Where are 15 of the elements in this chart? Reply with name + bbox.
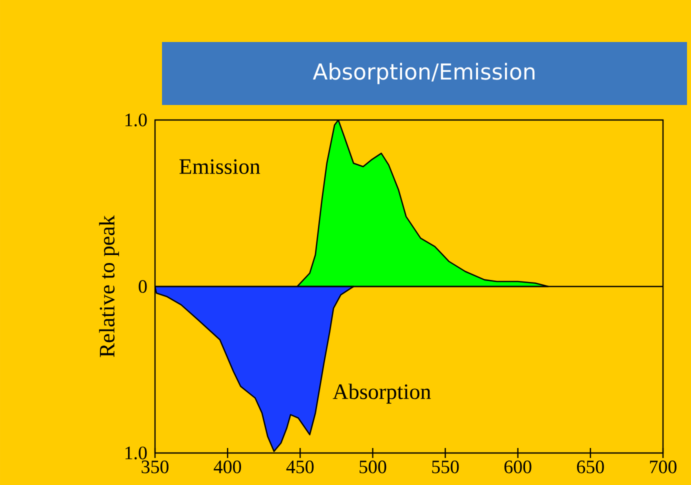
x-tick-label: 400 xyxy=(214,460,242,474)
chart-title: Absorption/Emission xyxy=(312,62,534,84)
series-label: Absorption xyxy=(332,384,431,404)
text: Emission xyxy=(179,159,260,174)
y-tick-label: 1.0 xyxy=(125,446,147,460)
x-tick-label: 600 xyxy=(504,460,532,474)
x-tick-label: 650 xyxy=(577,460,604,474)
x-tick-label: 450 xyxy=(286,460,314,474)
x-tick-label: 550 xyxy=(432,460,459,474)
y-tick-label: 0 xyxy=(138,280,147,293)
x-tick-label: 350 xyxy=(142,460,168,474)
x-tick-label: 700 xyxy=(650,460,676,474)
x-tick-label: 500 xyxy=(360,460,386,474)
y-tick-label: 1.0 xyxy=(125,114,147,126)
y-axis-title: Relative to peak xyxy=(99,215,119,358)
